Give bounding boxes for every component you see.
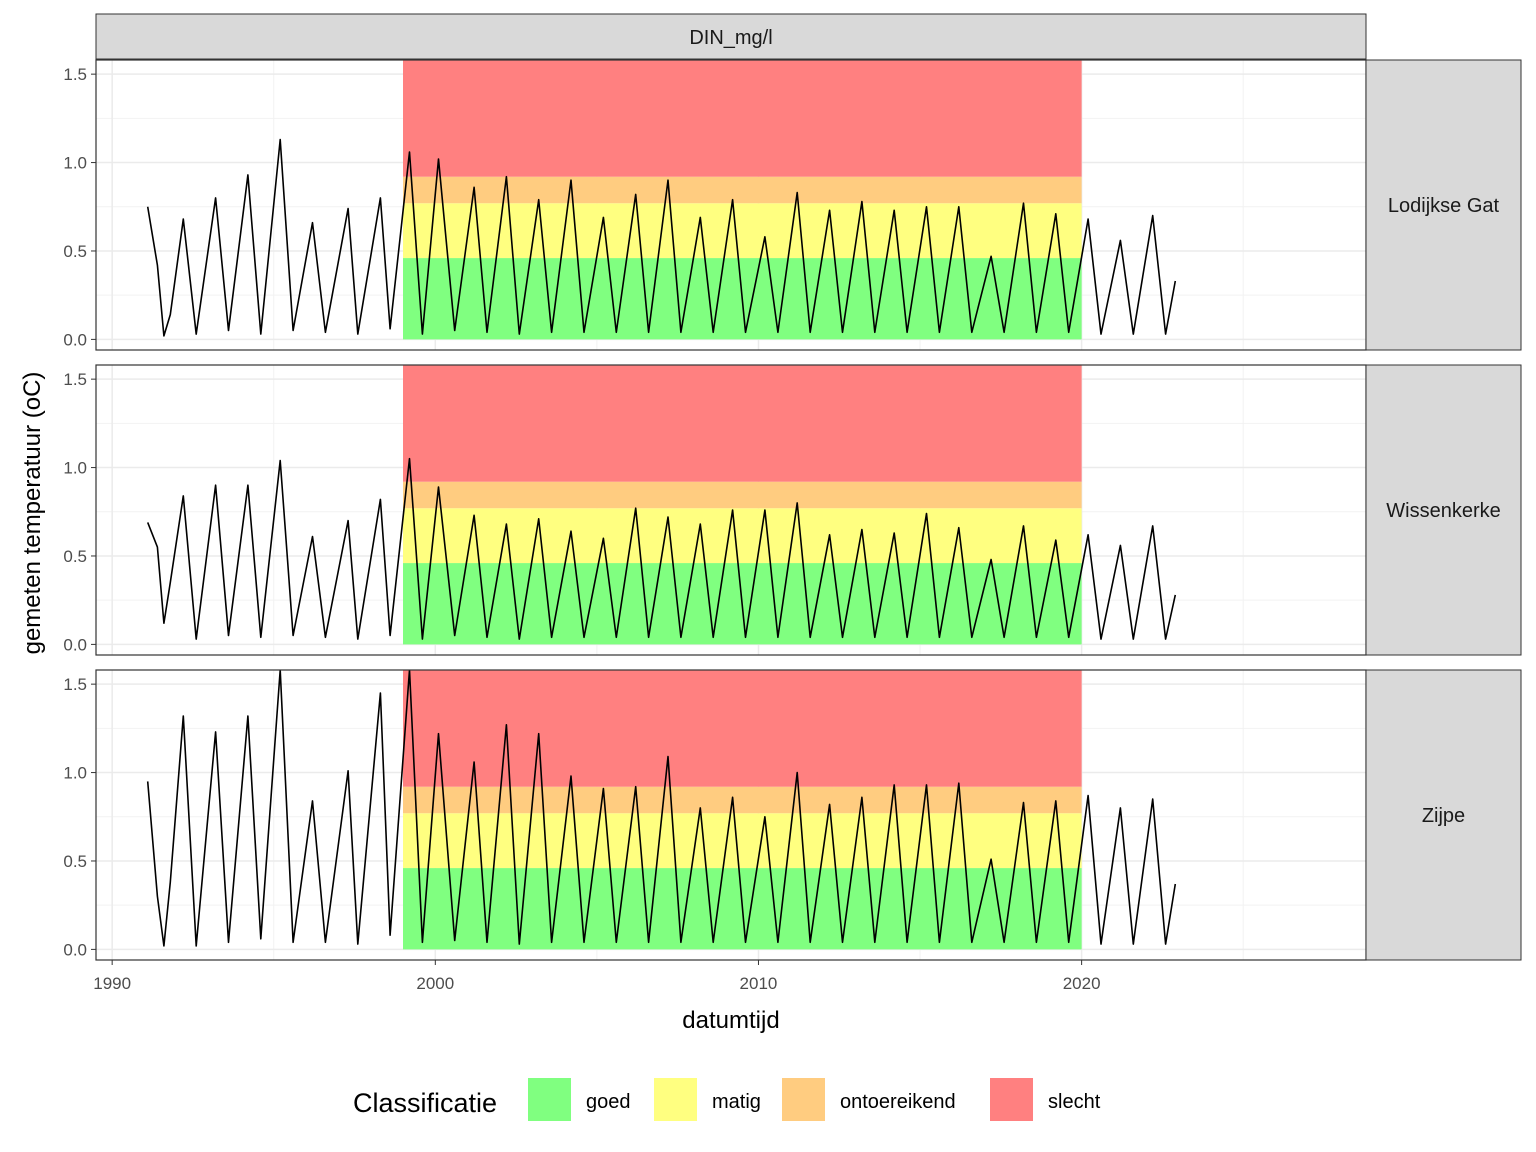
y-tick-label: 1.0: [63, 459, 87, 478]
facet-column-strip: DIN_mg/l: [95, 13, 1367, 60]
panel: 0.0 0.5 1.0 1.5 Wissenkerke: [63, 364, 1522, 656]
band-ontoereikend: [402, 176, 1082, 204]
series-line: [146, 457, 1177, 640]
facet-column-label: DIN_mg/l: [689, 27, 772, 49]
facet-row-strip: [1365, 59, 1522, 351]
band-slecht: [402, 60, 1082, 177]
band-slecht: [402, 365, 1082, 482]
y-tick-label: 0.0: [63, 940, 87, 959]
panels: 0.0 0.5 1.0 1.5 Lodijkse Gat 0.0 0.5 1.0 1.5 Wiss…: [63, 59, 1522, 961]
classification-bands: [402, 670, 1082, 950]
band-ontoereikend: [402, 786, 1082, 814]
y-tick-label: 0.5: [63, 242, 87, 261]
panel: 0.0 0.5 1.0 1.5 Zijpe: [63, 669, 1522, 961]
legend-title: Classificatie: [353, 1088, 497, 1118]
x-tick-label: 2020: [1063, 974, 1101, 993]
x-tick-label: 1990: [93, 974, 131, 993]
y-tick-label: 1.5: [63, 65, 87, 84]
band-matig: [402, 203, 1082, 259]
y-tick-label: 1.0: [63, 154, 87, 173]
y-tick-label: 0.0: [63, 635, 87, 654]
y-tick-label: 1.5: [63, 370, 87, 389]
x-tick-label: 2010: [740, 974, 778, 993]
classification-bands: [402, 365, 1082, 645]
facet-row-label: Wissenkerke: [1386, 500, 1500, 522]
y-tick-label: 0.0: [63, 330, 87, 349]
x-axis-title: datumtijd: [682, 1007, 779, 1034]
legend: Classificatie goed matig ontoereikend slech…: [353, 1078, 1101, 1121]
x-axis: 1990 2000 2010 2020: [93, 960, 1101, 993]
facet-row-label: Lodijkse Gat: [1388, 195, 1500, 217]
y-tick-label: 1.0: [63, 764, 87, 783]
y-axis-title: gemeten temperatuur (oC): [19, 372, 46, 655]
legend-label-matig: matig: [712, 1091, 761, 1113]
facet-column-strip-box: [95, 13, 1367, 60]
legend-label-ontoereikend: ontoereikend: [840, 1091, 956, 1113]
band-matig: [402, 508, 1082, 564]
facet-row-strip: [1365, 364, 1522, 656]
facet-row-strip: [1365, 669, 1522, 961]
facet-row-label: Zijpe: [1422, 805, 1465, 827]
y-tick-label: 1.5: [63, 675, 87, 694]
legend-key-goed: [528, 1078, 571, 1121]
panel: 0.0 0.5 1.0 1.5 Lodijkse Gat: [63, 59, 1522, 351]
legend-key-ontoereikend: [782, 1078, 825, 1121]
legend-label-slecht: slecht: [1048, 1091, 1101, 1113]
y-tick-label: 0.5: [63, 547, 87, 566]
legend-key-slecht: [990, 1078, 1033, 1121]
band-matig: [402, 813, 1082, 869]
band-ontoereikend: [402, 481, 1082, 509]
series-line: [146, 670, 1177, 947]
legend-label-goed: goed: [586, 1091, 631, 1113]
legend-key-matig: [654, 1078, 697, 1121]
series-line: [146, 138, 1177, 337]
x-tick-label: 2000: [416, 974, 454, 993]
y-tick-label: 0.5: [63, 852, 87, 871]
band-slecht: [402, 670, 1082, 787]
